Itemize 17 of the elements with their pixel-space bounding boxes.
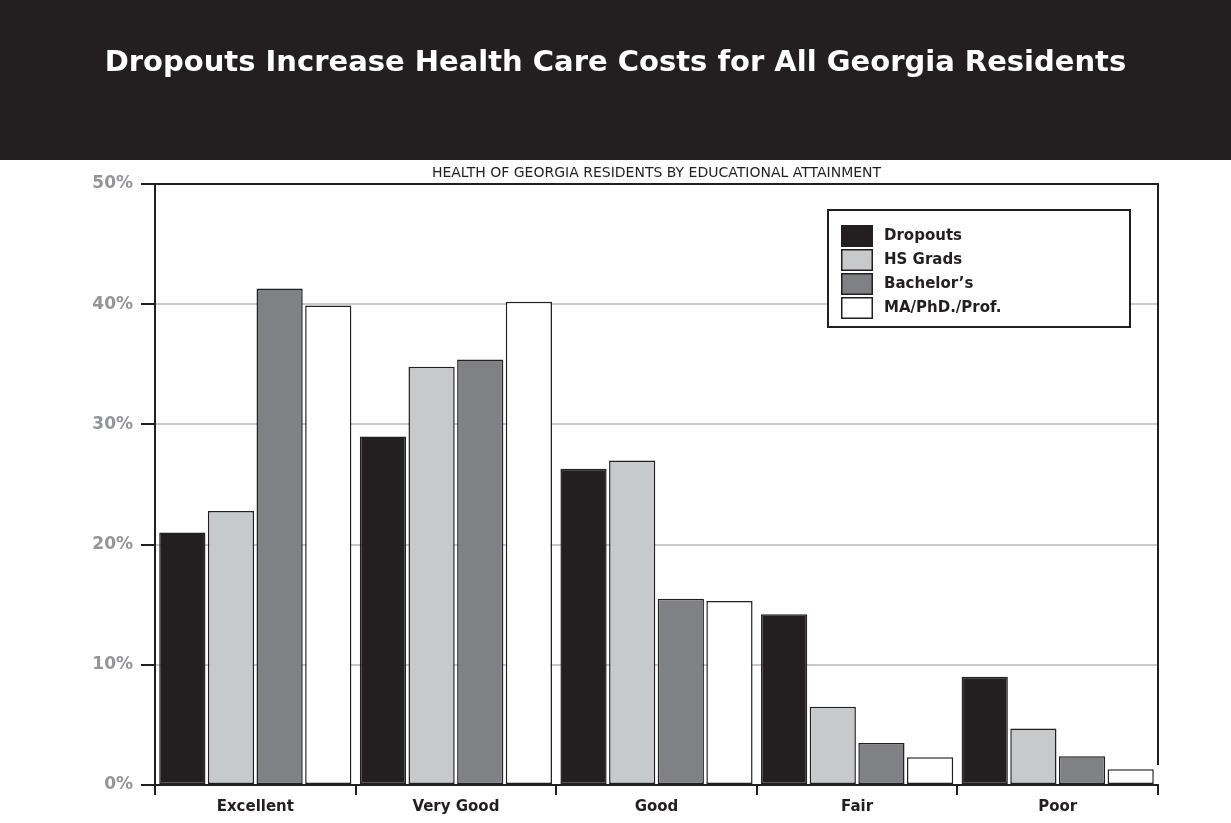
- x-tick-label: Fair: [841, 796, 874, 815]
- x-tick-label: Poor: [1038, 796, 1078, 815]
- x-tick-label: Good: [634, 796, 679, 815]
- legend-label: MA/PhD./Prof.: [884, 297, 1002, 316]
- y-tick-label: 20%: [92, 533, 133, 554]
- legend-label: Dropouts: [884, 225, 963, 244]
- y-tick-label: 50%: [92, 172, 133, 193]
- legend-label: Bachelor’s: [884, 273, 974, 292]
- chart-title: Dropouts Increase Health Care Costs for All Georgia Residents: [104, 44, 1127, 78]
- legend-label: HS Grads: [884, 249, 963, 268]
- x-tick-label: Very Good: [412, 796, 500, 815]
- x-tick-label: Excellent: [216, 796, 294, 815]
- chart-subtitle: HEALTH OF GEORGIA RESIDENTS BY EDUCATIONAL ATTAINMENT: [431, 163, 882, 180]
- y-tick-label: 0%: [104, 773, 133, 794]
- y-tick-label: 30%: [92, 412, 133, 433]
- y-tick-label: 40%: [92, 292, 133, 313]
- y-tick-label: 10%: [92, 653, 133, 674]
